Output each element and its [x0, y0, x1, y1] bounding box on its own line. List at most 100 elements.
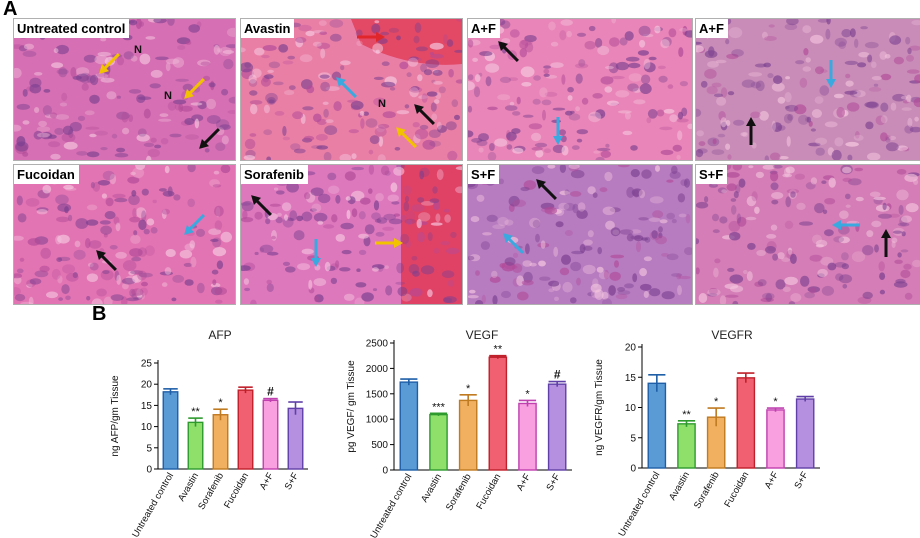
category-label: S+F	[283, 471, 301, 492]
category-label: Avastin	[419, 472, 444, 504]
y-tick-label: 500	[371, 440, 388, 451]
micrograph-tile: N Avastin	[240, 18, 463, 161]
category-label: Fucoidan	[474, 472, 503, 511]
micrograph-label: Avastin	[241, 19, 295, 38]
tissue-texture: NN	[14, 19, 235, 160]
chart-title: AFP	[208, 328, 231, 342]
significance-label: **	[494, 344, 503, 356]
annotation-arrow	[746, 117, 756, 145]
y-tick-label: 10	[625, 403, 637, 414]
y-tick-label: 0	[630, 464, 636, 475]
annotation-arrow	[99, 53, 120, 74]
y-tick-label: 5	[146, 443, 152, 454]
necrosis-mark: N	[378, 98, 386, 110]
bar	[766, 409, 785, 469]
micrograph-label: Fucoidan	[14, 165, 79, 184]
annotation-arrow	[832, 220, 860, 230]
significance-label: *	[773, 396, 778, 408]
annotation-arrow	[396, 127, 417, 148]
chart-title: VEGF	[466, 328, 499, 342]
annotation-arrow	[375, 238, 403, 248]
y-tick-label: 20	[141, 380, 153, 391]
bar	[547, 383, 567, 471]
annotation-arrow	[498, 41, 519, 62]
annotation-arrow	[503, 233, 524, 254]
bar	[706, 416, 726, 469]
category-label: A+F	[258, 471, 276, 492]
y-tick-label: 15	[141, 401, 153, 412]
micrograph-tile: N N Untreated control	[13, 18, 236, 161]
annotation-arrow	[311, 239, 321, 267]
y-tick-label: 5	[630, 433, 636, 444]
significance-label: #	[267, 385, 274, 399]
y-tick-label: 0	[146, 465, 152, 476]
annotation-arrow	[336, 77, 357, 98]
annotation-arrow	[881, 229, 891, 257]
tissue-texture	[696, 19, 920, 160]
micrograph-tile: Fucoidan	[13, 164, 236, 305]
micrograph-label: S+F	[468, 165, 500, 184]
annotation-arrow	[357, 32, 385, 42]
tissue-texture	[468, 165, 692, 304]
bar	[677, 423, 696, 469]
y-tick-label: 15	[625, 373, 637, 384]
significance-label: #	[554, 368, 561, 382]
micrograph-tile: S+F	[467, 164, 693, 305]
micrograph-label: A+F	[696, 19, 728, 38]
category-label: Untreated control	[368, 472, 414, 538]
vegf-chart: VEGF pg VEGF/ gm Tissue 0 500 1000 1500 2000 25…	[346, 328, 572, 538]
y-tick-label: 2000	[366, 364, 389, 375]
annotation-arrow	[553, 117, 563, 145]
chart-title: VEGFR	[711, 328, 753, 342]
category-label: Fucoidan	[722, 470, 751, 509]
bar	[262, 399, 279, 470]
significance-label: ***	[432, 401, 446, 413]
significance-label: *	[714, 396, 719, 408]
annotation-arrow	[414, 104, 435, 125]
y-tick-label: 0	[382, 466, 388, 477]
significance-label: *	[525, 388, 530, 400]
y-tick-label: 10	[141, 422, 153, 433]
category-label: Avastin	[176, 471, 201, 503]
tissue-texture	[696, 165, 920, 304]
significance-label: **	[191, 406, 200, 418]
category-label: Sorafenib	[444, 472, 474, 513]
micrograph-label: Sorafenib	[241, 165, 308, 184]
y-axis-label: ng AFP/gm Tissue	[110, 375, 121, 457]
annotation-arrow	[199, 128, 220, 149]
y-tick-label: 20	[625, 343, 637, 354]
micrograph-label: A+F	[468, 19, 500, 38]
category-label: A+F	[515, 472, 533, 493]
y-tick-label: 25	[141, 359, 153, 370]
micrograph-label: Untreated control	[14, 19, 130, 38]
category-label: Untreated control	[616, 470, 662, 538]
category-label: Avastin	[667, 470, 692, 502]
significance-label: *	[466, 383, 471, 395]
necrosis-mark: N	[164, 90, 172, 102]
y-tick-label: 1500	[366, 389, 389, 400]
y-axis-label: ng VEGFR/gm Tissue	[594, 359, 605, 456]
bar	[647, 382, 667, 469]
bar	[187, 421, 204, 470]
bar	[795, 398, 815, 469]
annotation-arrow	[96, 250, 117, 271]
category-label: Sorafenib	[692, 470, 722, 511]
bar	[162, 391, 179, 470]
annotation-arrow	[826, 60, 836, 88]
y-tick-label: 1000	[366, 415, 389, 426]
bar	[287, 407, 304, 470]
bar	[518, 402, 537, 471]
micrograph-tile: A+F	[467, 18, 693, 161]
category-label: Fucoidan	[222, 471, 251, 510]
category-label: S+F	[544, 472, 562, 493]
panel-b-letter: B	[92, 303, 107, 325]
category-label: A+F	[763, 470, 781, 491]
tissue-texture	[14, 165, 232, 304]
annotation-arrow	[184, 78, 205, 99]
micrograph-label: S+F	[696, 165, 728, 184]
bar	[399, 381, 419, 471]
annotation-arrow	[536, 179, 557, 200]
y-tick-label: 2500	[366, 339, 389, 350]
tissue-texture: N	[241, 19, 462, 160]
significance-label: *	[218, 397, 223, 409]
